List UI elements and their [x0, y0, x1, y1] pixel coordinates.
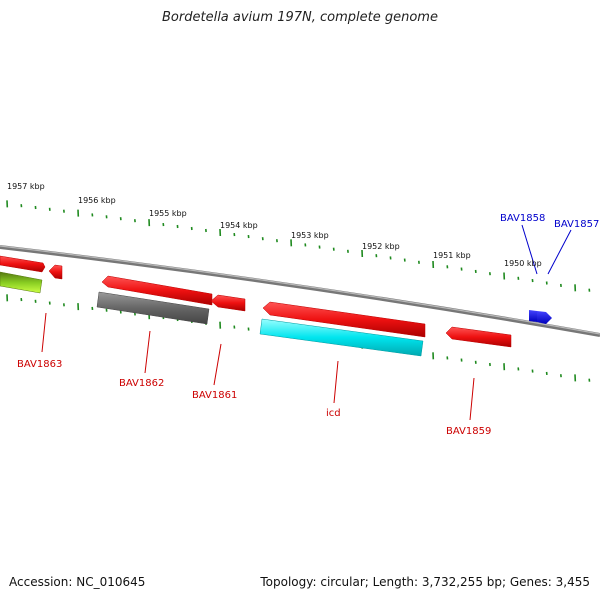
scale-label: 1957 kbp — [7, 182, 45, 191]
gene-feature-icd[interactable] — [262, 301, 426, 338]
map-title: Bordetella avium 197N, complete genome — [162, 10, 438, 25]
scale-label: 1954 kbp — [220, 221, 258, 230]
scale-label: 1953 kbp — [291, 231, 329, 240]
label-leaders — [41, 312, 475, 421]
gene-feature-bav1861[interactable] — [210, 294, 246, 312]
accession-text: Accession: NC_010645 — [9, 575, 146, 589]
gene-feature[interactable] — [0, 255, 46, 273]
genome-backbone-highlight — [0, 245, 600, 335]
gene-label-bav1858[interactable]: BAV1858 — [500, 213, 545, 224]
scale-label: 1951 kbp — [433, 251, 471, 260]
genome-summary-text: Topology: circular; Length: 3,732,255 bp… — [260, 575, 590, 589]
gene-feature[interactable] — [48, 264, 63, 280]
outer-tick-ring — [6, 200, 591, 292]
scale-label: 1950 kbp — [504, 259, 542, 268]
label-leaders-blue — [521, 224, 572, 275]
gene-feature[interactable] — [96, 291, 210, 325]
gene-label-bav1863[interactable]: BAV1863 — [17, 359, 62, 370]
scale-label: 1952 kbp — [362, 242, 400, 251]
gene-label-icd[interactable]: icd — [326, 408, 341, 419]
scale-label: 1956 kbp — [78, 196, 116, 205]
gene-label-bav1857[interactable]: BAV1857 — [554, 219, 599, 230]
gene-feature[interactable] — [259, 318, 424, 357]
gene-labels: BAV1863 BAV1862 BAV1861 icd BAV1859 BAV1… — [17, 213, 599, 437]
gene-feature-bav1859[interactable] — [445, 326, 512, 348]
genome-backbone — [0, 245, 600, 337]
gene-label-bav1862[interactable]: BAV1862 — [119, 378, 164, 389]
gene-feature-bav1862[interactable] — [101, 275, 213, 306]
gene-feature[interactable] — [0, 271, 43, 294]
gene-label-bav1861[interactable]: BAV1861 — [192, 390, 237, 401]
gene-feature-bav1858[interactable] — [529, 310, 537, 322]
gene-label-bav1859[interactable]: BAV1859 — [446, 426, 491, 437]
scale-label: 1955 kbp — [149, 209, 187, 218]
scale-labels: 1957 kbp 1956 kbp 1955 kbp 1954 kbp 1953… — [7, 182, 542, 268]
gene-feature-bav1857[interactable] — [537, 311, 552, 324]
